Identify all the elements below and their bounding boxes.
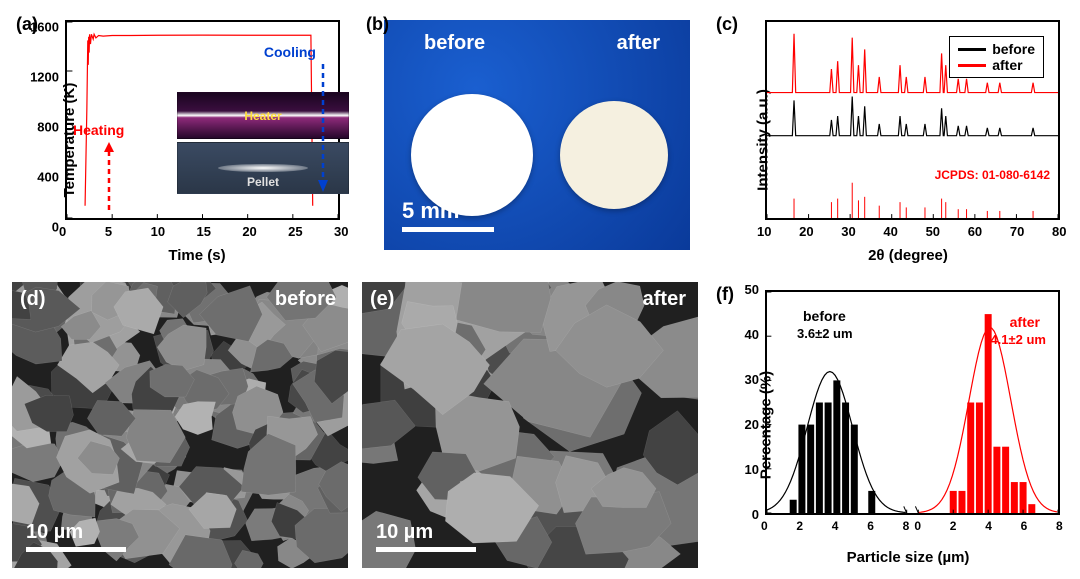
hist-after-sub: 4.1±2 um [990,332,1046,347]
panel-e-label: (e) [370,288,394,311]
panel-a-xlabel: Time (s) [168,247,225,264]
sem-e-text: after [643,288,686,311]
panel-b-photo: before after 5 mm [384,20,690,250]
panel-d-label: (d) [20,288,46,311]
after-photo-label: after [617,32,660,55]
panel-c-label: (c) [716,14,738,35]
scalebar-e [376,547,476,552]
panel-a-plot-area: Heater Pellet Heating Cooling [65,20,340,220]
legend-before: before [992,41,1035,57]
sem-before-image: (d) before 10 µm [12,282,348,568]
panel-c-plot-area: before after JCPDS: 01-080-6142 [765,20,1060,220]
legend-after: after [992,57,1022,73]
sem-after-image: (e) after 10 µm [362,282,698,568]
panel-e: (e) after 10 µm [360,280,700,570]
panel-c-xlabel: 2θ (degree) [868,247,948,264]
pellet-after-icon [560,101,668,209]
panel-f-plot-area: before 3.6±2 um after 4.1±2 um [765,290,1060,515]
panel-c-legend: before after [949,36,1044,78]
panel-a-label: (a) [16,14,38,35]
hist-after-label: after [1010,314,1040,330]
scalebar-d [26,547,126,552]
heater-inset-text: Heater [244,109,281,123]
scalebar-e-text: 10 µm [376,521,433,544]
scalebar-d-text: 10 µm [26,521,83,544]
jcpds-text: JCPDS: 01-080-6142 [935,168,1050,182]
cooling-arrow-icon [316,62,330,192]
panel-f: (f) Percentage (%) Particle size (µm) be… [710,280,1070,570]
panel-f-xlabel: Particle size (µm) [847,549,970,566]
scalebar-b-text: 5 mm [402,198,459,224]
panel-a: (a) Temperature (K) Time (s) Heater Pell… [10,10,350,270]
panel-b: (b) before after 5 mm [360,10,700,270]
panel-c: (c) Intensity (a.u.) 2θ (degree) before … [710,10,1070,270]
scalebar-b [402,227,494,232]
panel-f-label: (f) [716,284,734,305]
sem-d-text: before [275,288,336,311]
hist-before-sub: 3.6±2 um [797,326,853,341]
panel-b-label: (b) [366,14,389,35]
before-photo-label: before [424,32,485,55]
pellet-inset-text: Pellet [247,175,279,189]
cooling-text: Cooling [264,44,316,60]
panel-d: (d) before 10 µm [10,280,350,570]
heating-text: Heating [73,122,124,138]
hist-before-label: before [803,308,846,324]
heating-arrow-icon [102,142,116,212]
